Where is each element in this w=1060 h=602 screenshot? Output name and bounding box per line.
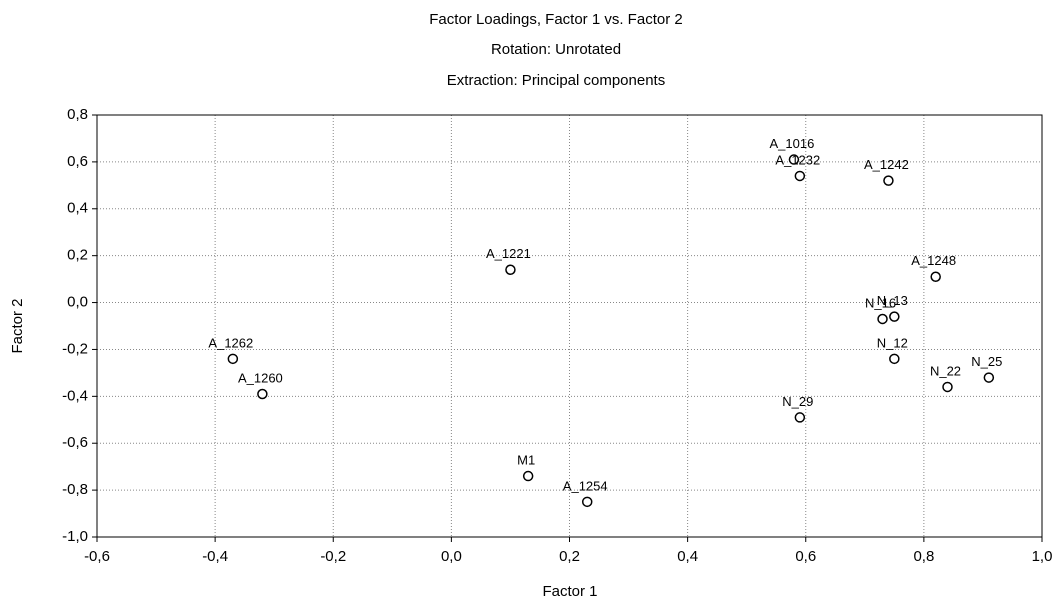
y-tick-label: 0,0 bbox=[67, 294, 88, 311]
x-tick-label: 0,6 bbox=[795, 548, 816, 565]
y-tick-label: -1,0 bbox=[62, 528, 88, 545]
x-tick-label: 0,2 bbox=[559, 548, 580, 565]
point-label: A_1262 bbox=[208, 335, 253, 350]
y-tick-label: -0,2 bbox=[62, 340, 88, 357]
y-tick-label: 0,6 bbox=[67, 153, 88, 170]
point-label: A_1016 bbox=[770, 136, 815, 151]
point bbox=[889, 353, 900, 365]
y-tick-label: -0,8 bbox=[62, 481, 88, 498]
point bbox=[930, 271, 941, 283]
point bbox=[889, 311, 900, 322]
point-label: N_29 bbox=[782, 394, 813, 409]
x-tick-label: 0,0 bbox=[441, 548, 462, 565]
point bbox=[794, 412, 806, 423]
x-tick-label: -0,6 bbox=[84, 548, 110, 565]
x-tick-label: 0,8 bbox=[913, 548, 934, 565]
point-label: N_25 bbox=[971, 354, 1002, 369]
point-label: N_13 bbox=[877, 293, 908, 308]
point-label: A_1232 bbox=[775, 152, 820, 167]
point bbox=[788, 154, 800, 165]
point-label: A_1260 bbox=[238, 370, 283, 385]
point-label: A_1242 bbox=[864, 157, 909, 172]
x-tick-label: -0,4 bbox=[202, 548, 228, 565]
y-tick-label: 0,8 bbox=[67, 106, 88, 123]
point bbox=[983, 372, 995, 383]
x-tick-label: -0,2 bbox=[320, 548, 346, 565]
x-tick-label: 1,0 bbox=[1032, 548, 1053, 565]
chart-subtitle: Extraction: Principal components bbox=[447, 72, 665, 89]
y-tick-label: 0,4 bbox=[67, 200, 88, 217]
point-label: N_22 bbox=[930, 363, 961, 378]
point-label: N_12 bbox=[877, 335, 908, 350]
y-tick-label: -0,4 bbox=[62, 387, 88, 404]
point-label: N_16 bbox=[865, 295, 896, 310]
y-axis-label: Factor 2 bbox=[9, 298, 26, 353]
chart-subtitle: Rotation: Unrotated bbox=[491, 41, 621, 58]
point-label: A_1221 bbox=[486, 246, 531, 261]
chart-title: Factor Loadings, Factor 1 vs. Factor 2 bbox=[429, 11, 682, 28]
plot-frame bbox=[96, 114, 1043, 538]
y-tick-label: -0,6 bbox=[62, 434, 88, 451]
point bbox=[505, 264, 516, 275]
point bbox=[794, 170, 806, 182]
point-label: A_1254 bbox=[563, 478, 608, 493]
point bbox=[522, 470, 534, 482]
point bbox=[581, 496, 593, 508]
point bbox=[942, 381, 953, 393]
point bbox=[257, 388, 268, 400]
point bbox=[227, 353, 239, 365]
x-tick-label: 0,4 bbox=[677, 548, 698, 565]
point bbox=[877, 313, 888, 325]
x-axis-label: Factor 1 bbox=[542, 583, 597, 600]
point bbox=[883, 175, 894, 186]
point-label: A_1248 bbox=[911, 253, 956, 268]
y-tick-label: 0,2 bbox=[67, 247, 88, 264]
point-label: M1 bbox=[517, 452, 535, 467]
